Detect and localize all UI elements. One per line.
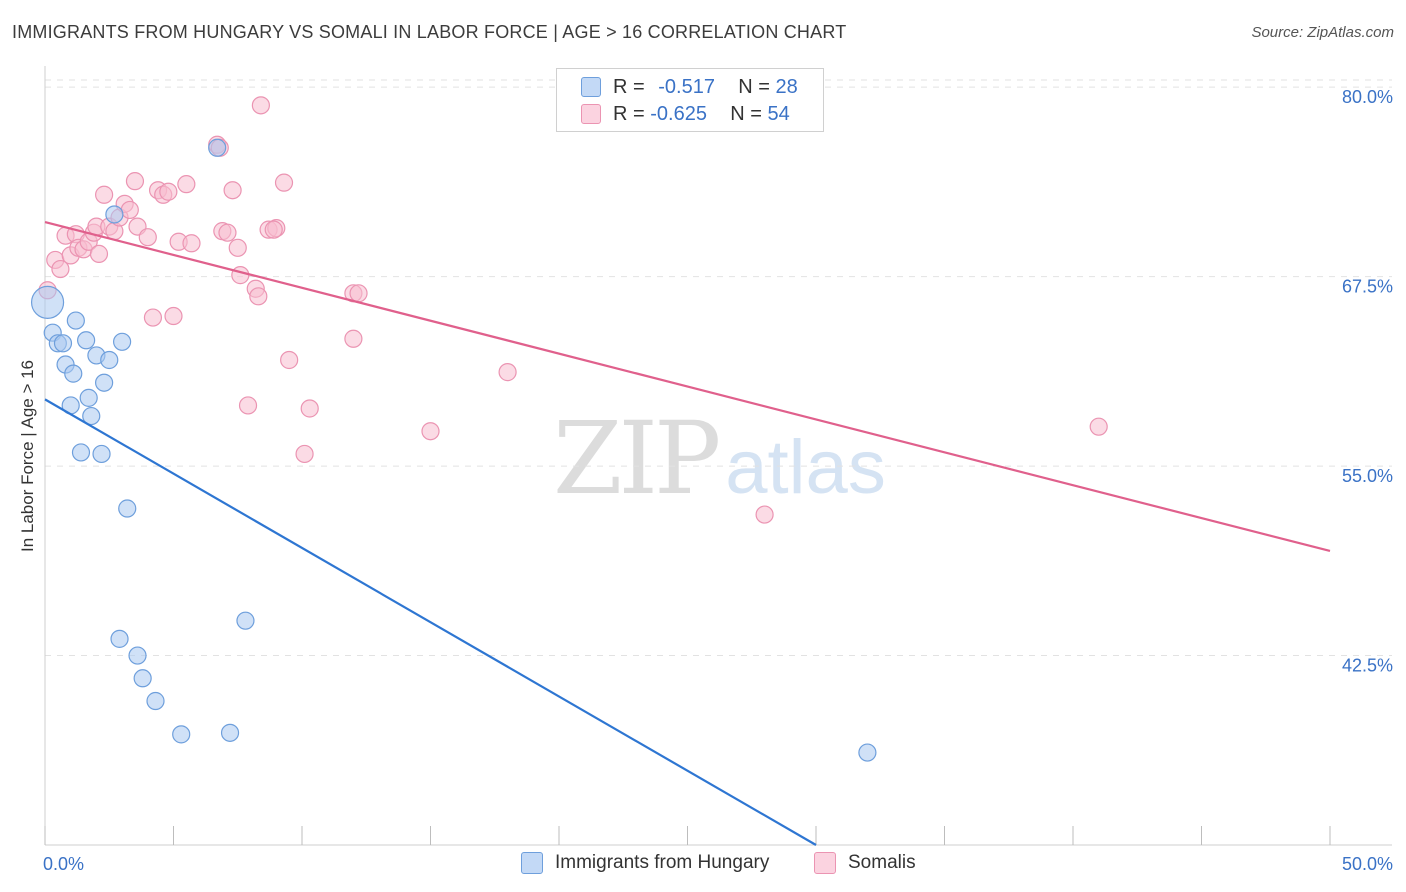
somali-point xyxy=(95,185,114,204)
hungary-point xyxy=(64,364,83,383)
n-label: N = xyxy=(738,75,770,98)
somali-point xyxy=(177,175,196,194)
somali-point xyxy=(755,505,774,524)
n-value: 54 xyxy=(767,102,790,125)
somali-point xyxy=(344,329,363,348)
somali-point xyxy=(238,396,258,415)
hungary-trend-line xyxy=(44,398,817,846)
somali-point xyxy=(182,234,201,253)
stats-legend: R = -0.517 N = 28 R = -0.625 N = 54 xyxy=(556,68,824,132)
legend-item-hungary: Immigrants from Hungary xyxy=(521,852,769,874)
hungary-point xyxy=(105,205,124,224)
hungary-point xyxy=(77,331,96,350)
somali-point xyxy=(249,287,268,306)
hungary-point xyxy=(133,669,152,688)
somali-point xyxy=(280,350,299,370)
hungary-point xyxy=(236,611,255,630)
chart-title: IMMIGRANTS FROM HUNGARY VS SOMALI IN LAB… xyxy=(12,22,847,42)
hungary-point xyxy=(79,388,98,407)
watermark-zip: ZIP xyxy=(553,400,721,517)
watermark-atlas: atlas xyxy=(725,425,886,510)
r-label: R = xyxy=(613,75,645,98)
hungary-point xyxy=(92,444,111,464)
hungary-legend-swatch xyxy=(521,852,543,874)
source-label: Source: ZipAtlas.com xyxy=(1251,24,1394,41)
hungary-point xyxy=(128,646,147,665)
legend-row-hungary: R = -0.517 N = 28 xyxy=(581,75,798,99)
hungary-point xyxy=(71,443,91,462)
legend-label-somali: Somalis xyxy=(848,852,916,873)
hungary-point xyxy=(82,406,101,426)
hungary-point xyxy=(66,311,85,330)
somali-point xyxy=(231,266,250,285)
x-tick-label: 0.0% xyxy=(43,854,84,874)
somali-point xyxy=(138,228,157,247)
somali-point xyxy=(51,259,70,279)
hungary-point xyxy=(112,332,132,351)
hungary-point xyxy=(95,373,114,392)
hungary-point xyxy=(53,334,73,353)
somali-point xyxy=(421,422,440,441)
hungary-point xyxy=(220,723,240,742)
somali-point xyxy=(89,244,109,263)
somali-trend-line xyxy=(44,220,1331,553)
y-tick-label: 80.0% xyxy=(1342,87,1393,107)
somali-point xyxy=(218,223,237,242)
somali-swatch xyxy=(581,104,601,124)
somali-point xyxy=(120,200,139,220)
hungary-point xyxy=(858,743,877,762)
somali-point xyxy=(223,181,242,200)
hungary-point xyxy=(146,691,165,711)
hungary-point xyxy=(100,350,119,370)
somali-point xyxy=(228,238,247,257)
legend-row-somali: R = -0.625 N = 54 xyxy=(581,102,790,126)
x-tick-label: 50.0% xyxy=(1342,854,1393,874)
somali-point xyxy=(159,182,178,201)
somali-point xyxy=(143,308,163,327)
somali-point xyxy=(125,172,145,191)
hungary-point xyxy=(208,138,227,157)
y-tick-label: 55.0% xyxy=(1342,466,1393,486)
y-tick-label: 67.5% xyxy=(1342,277,1393,297)
watermark: ZIP atlas xyxy=(553,400,886,517)
hungary-point xyxy=(118,499,137,518)
somali-point xyxy=(300,399,319,418)
somali-point xyxy=(349,284,368,303)
r-value: -0.625 xyxy=(650,102,707,125)
somali-legend-swatch xyxy=(814,852,836,874)
somali-point xyxy=(264,220,283,239)
legend-label-hungary: Immigrants from Hungary xyxy=(555,852,770,873)
n-value: 28 xyxy=(775,75,798,98)
r-label: R = xyxy=(613,102,645,125)
y-axis-label: In Labor Force | Age > 16 xyxy=(18,359,37,553)
somali-point xyxy=(274,173,294,192)
legend-item-somali: Somalis xyxy=(814,852,916,874)
somali-point xyxy=(251,96,270,115)
somali-point xyxy=(295,444,314,464)
somali-point xyxy=(1089,417,1108,436)
hungary-point xyxy=(172,725,191,744)
somali-point xyxy=(164,306,183,326)
hungary-point xyxy=(30,285,65,319)
hungary-swatch xyxy=(581,77,601,97)
somali-point xyxy=(498,363,517,382)
series-legend: Immigrants from Hungary Somalis xyxy=(0,852,1406,878)
hungary-point xyxy=(110,629,129,648)
n-label: N = xyxy=(730,102,762,125)
y-tick-label: 42.5% xyxy=(1342,656,1393,676)
r-value: -0.517 xyxy=(658,75,715,98)
